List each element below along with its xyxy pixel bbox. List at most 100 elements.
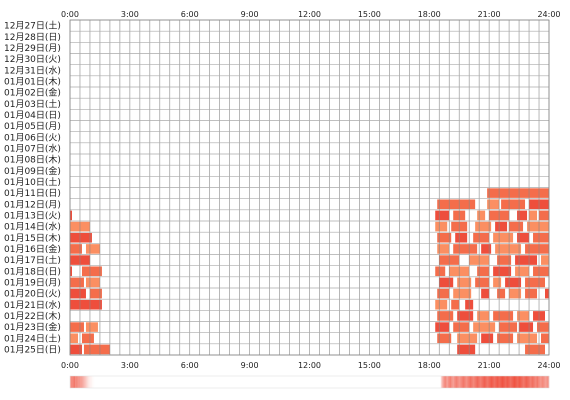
activity-cell (457, 277, 472, 288)
activity-cell (487, 188, 549, 198)
summary-strip-cell (523, 376, 526, 388)
activity-cell (475, 277, 490, 288)
activity-cell (70, 277, 84, 288)
summary-strip-cell (544, 376, 547, 388)
x-tick-label-bottom: 21:00 (478, 361, 501, 370)
activity-cell (81, 266, 102, 277)
summary-strip-cell (511, 376, 514, 388)
activity-cell (527, 221, 549, 232)
summary-strip-cell (463, 376, 466, 388)
summary-strip-cell (447, 376, 450, 388)
summary-strip-cell (70, 376, 72, 388)
row-label: 01月10日(土) (4, 176, 61, 188)
row-label: 01月01日(木) (4, 75, 61, 87)
summary-strip-cell (514, 376, 517, 388)
x-tick-label-bottom: 15:00 (358, 361, 381, 370)
activity-cell (70, 232, 92, 243)
activity-cell (497, 255, 512, 265)
summary-strip-cell (496, 376, 499, 388)
summary-strip-cell (539, 376, 542, 388)
summary-strip-cell (512, 376, 515, 388)
x-tick-label: 12:00 (298, 10, 321, 19)
activity-cell (437, 232, 452, 243)
activity-cell (533, 232, 549, 243)
row-label: 01月04日(日) (4, 110, 61, 121)
summary-strip-cell (537, 376, 540, 388)
activity-cell (525, 244, 549, 254)
summary-strip-cell (83, 376, 85, 388)
activity-cell (83, 344, 110, 355)
activity-cell (541, 333, 549, 344)
activity-cell (525, 288, 538, 299)
activity-cell (437, 311, 454, 321)
activity-cell (435, 322, 450, 332)
summary-strip-cell (71, 376, 73, 388)
row-label: 01月25日(日) (4, 344, 61, 355)
x-tick-label: 21:00 (478, 10, 501, 19)
summary-strip-cell (501, 376, 504, 388)
activity-cell (435, 266, 446, 277)
row-label: 01月09日(金) (4, 165, 61, 177)
activity-cell (481, 288, 490, 299)
activity-cell (517, 333, 538, 344)
row-label: 12月31日(水) (4, 64, 61, 76)
summary-strip-cell (456, 376, 459, 388)
activity-cell (493, 311, 514, 321)
summary-strip-cell (543, 376, 546, 388)
summary-strip-cell (86, 376, 88, 388)
row-labels: 12月27日(土)12月28日(日)12月29日(月)12月30日(火)12月3… (4, 20, 61, 356)
row-label: 01月16日(金) (4, 243, 61, 255)
x-tick-label-bottom: 0:00 (61, 361, 79, 370)
summary-strip-cell (482, 376, 485, 388)
summary-strip-cell (532, 376, 535, 388)
summary-strip-cell (73, 376, 75, 388)
summary-strip-cell (77, 376, 79, 388)
summary-strip-cell (82, 376, 84, 388)
x-tick-label: 6:00 (181, 10, 199, 19)
summary-strip-cell (513, 376, 516, 388)
row-label: 01月03日(土) (4, 98, 61, 110)
summary-strip-cell (440, 376, 443, 388)
row-label: 01月18日(日) (4, 266, 61, 277)
summary-strip-cell (478, 376, 481, 388)
row-label: 01月14日(水) (4, 221, 61, 233)
summary-strip-cell (479, 376, 482, 388)
activity-cell (457, 333, 478, 344)
summary-strip-cell (494, 376, 497, 388)
activity-cell (497, 333, 514, 344)
x-tick-label-bottom: 24:00 (537, 361, 560, 370)
summary-strip-cell (480, 376, 483, 388)
summary-strip-cell (540, 376, 543, 388)
activity-cell (473, 322, 496, 332)
summary-strip-cell (528, 376, 531, 388)
activity-cell (529, 210, 538, 221)
activity-cell (505, 277, 522, 288)
summary-strip-cell (510, 376, 513, 388)
summary-strip-cell (467, 376, 470, 388)
row-label: 01月13日(火) (4, 210, 61, 221)
summary-strip-cell (486, 376, 489, 388)
activity-cell (487, 199, 500, 210)
activity-cell (70, 299, 102, 310)
activity-cell (477, 266, 490, 277)
row-label: 01月24日(土) (4, 332, 61, 344)
summary-strip-cell (75, 376, 77, 388)
activity-cell (499, 322, 518, 332)
summary-strip-cell (87, 376, 89, 388)
summary-strip-cell (535, 376, 538, 388)
activity-cell (493, 266, 512, 277)
summary-strip-cell (81, 376, 83, 388)
summary-strip-cell (521, 376, 524, 388)
summary-strip-cell (444, 376, 447, 388)
summary-strip-cell (515, 376, 518, 388)
summary-strip-cell (458, 376, 461, 388)
summary-strip-cell (449, 376, 452, 388)
activity-cell (525, 277, 546, 288)
activity-cell (453, 322, 470, 332)
activity-cell (70, 344, 82, 355)
summary-strip-cell (453, 376, 456, 388)
activity-cell (493, 232, 514, 243)
row-label: 01月11日(日) (4, 188, 61, 199)
summary-strip-cell (89, 376, 91, 388)
activity-cell (453, 288, 472, 299)
